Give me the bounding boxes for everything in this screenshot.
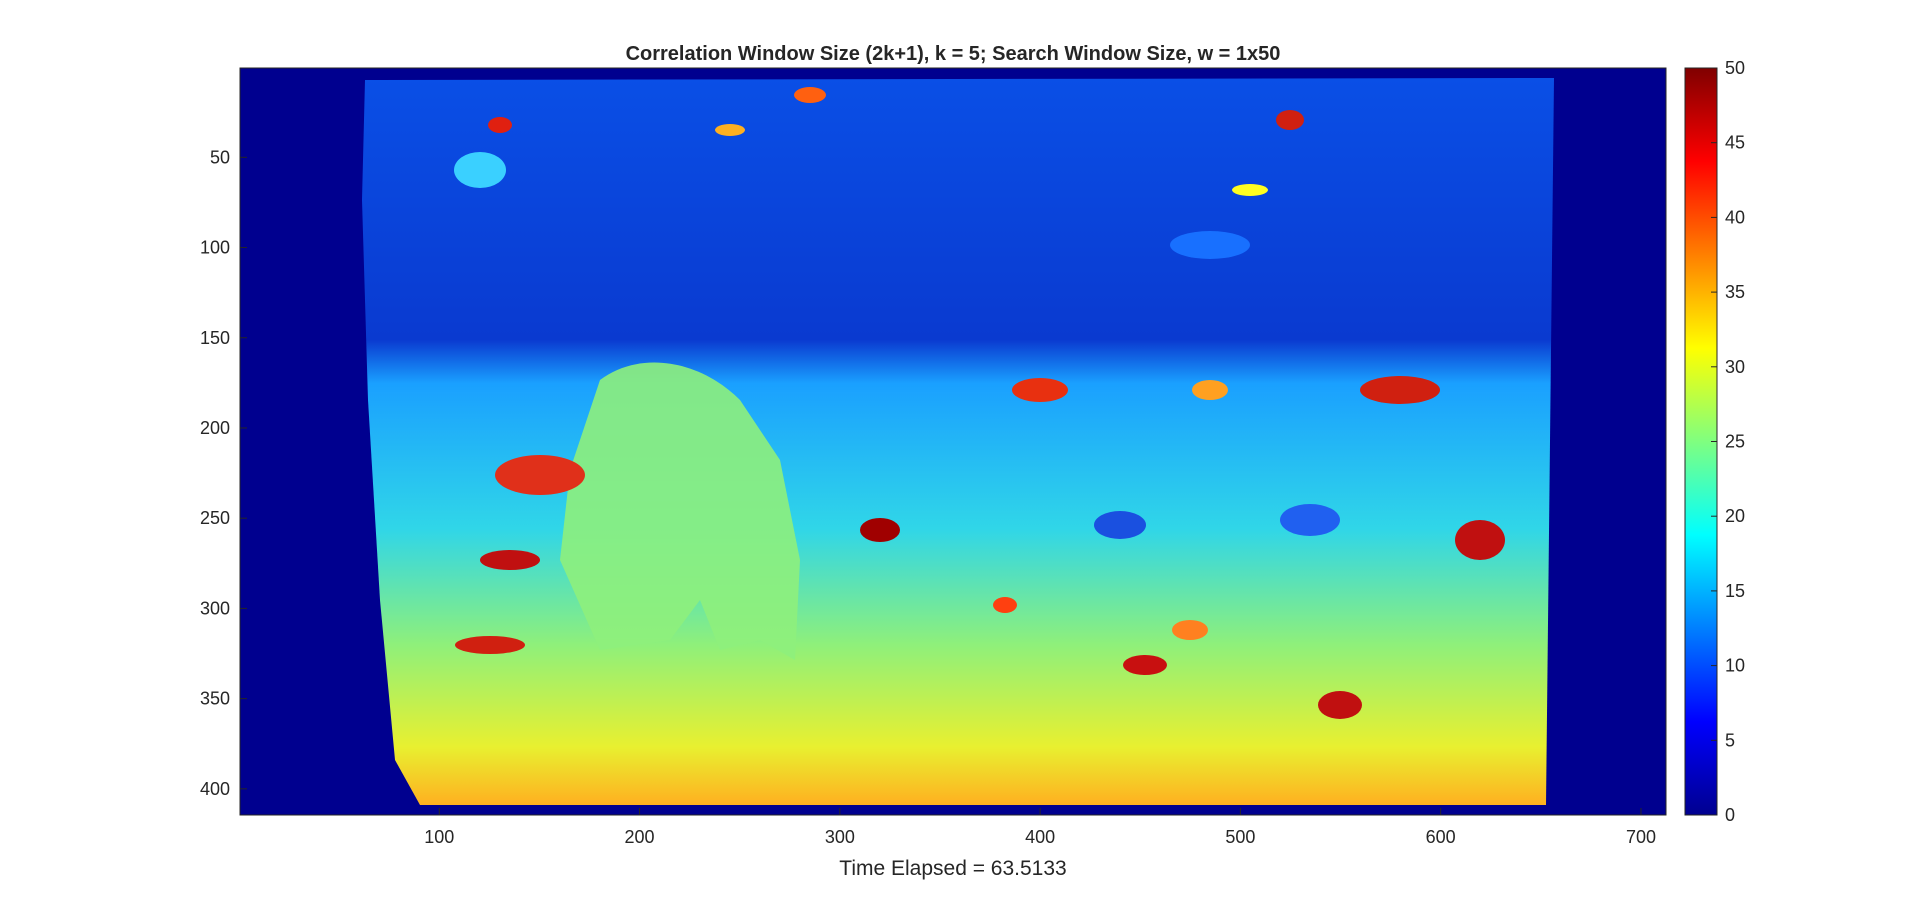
colorbar-tick-label: 0 <box>1725 805 1735 825</box>
y-tick-label: 50 <box>210 147 230 167</box>
y-tick-label: 200 <box>200 418 230 438</box>
chart-title: Correlation Window Size (2k+1), k = 5; S… <box>626 43 1281 65</box>
x-tick-label: 400 <box>1025 827 1055 847</box>
y-tick-label: 350 <box>200 689 230 709</box>
x-tick-label: 500 <box>1225 827 1255 847</box>
x-tick-label: 300 <box>825 827 855 847</box>
colorbar-tick-label: 5 <box>1725 730 1735 750</box>
colorbar-tick-label: 10 <box>1725 656 1745 676</box>
colorbar-tick-label: 35 <box>1725 282 1745 302</box>
colorbar-tick-label: 50 <box>1725 58 1745 78</box>
axes-frame <box>239 67 1667 816</box>
colorbar-tick-label: 45 <box>1725 133 1745 153</box>
figure-silhouette <box>560 362 800 660</box>
x-tick-label: 600 <box>1426 827 1456 847</box>
plot-area <box>240 68 1666 815</box>
x-tick-label: 200 <box>625 827 655 847</box>
y-tick-label: 400 <box>200 779 230 799</box>
colorbar-tick-label: 30 <box>1725 357 1745 377</box>
y-axis-ticks: 50 100 150 200 250 300 350 400 <box>200 147 247 799</box>
x-axis-ticks: 100 200 300 400 500 600 700 <box>424 808 1656 847</box>
noise-blobs <box>454 87 1505 719</box>
disparity-region <box>362 78 1554 805</box>
x-axis-label: Time Elapsed = 63.5133 <box>839 857 1066 880</box>
y-tick-label: 300 <box>200 598 230 618</box>
x-tick-label: 100 <box>424 827 454 847</box>
x-tick-label: 700 <box>1626 827 1656 847</box>
colorbar-tick-label: 40 <box>1725 207 1745 227</box>
y-tick-label: 100 <box>200 238 230 258</box>
y-tick-label: 150 <box>200 328 230 348</box>
colorbar-tick-label: 25 <box>1725 432 1745 452</box>
colorbar-tick-label: 15 <box>1725 581 1745 601</box>
colorbar-tick-label: 20 <box>1725 506 1745 526</box>
y-tick-label: 250 <box>200 508 230 528</box>
colorbar-ticks: 0 5 10 15 20 25 30 35 40 45 50 <box>1711 58 1745 825</box>
